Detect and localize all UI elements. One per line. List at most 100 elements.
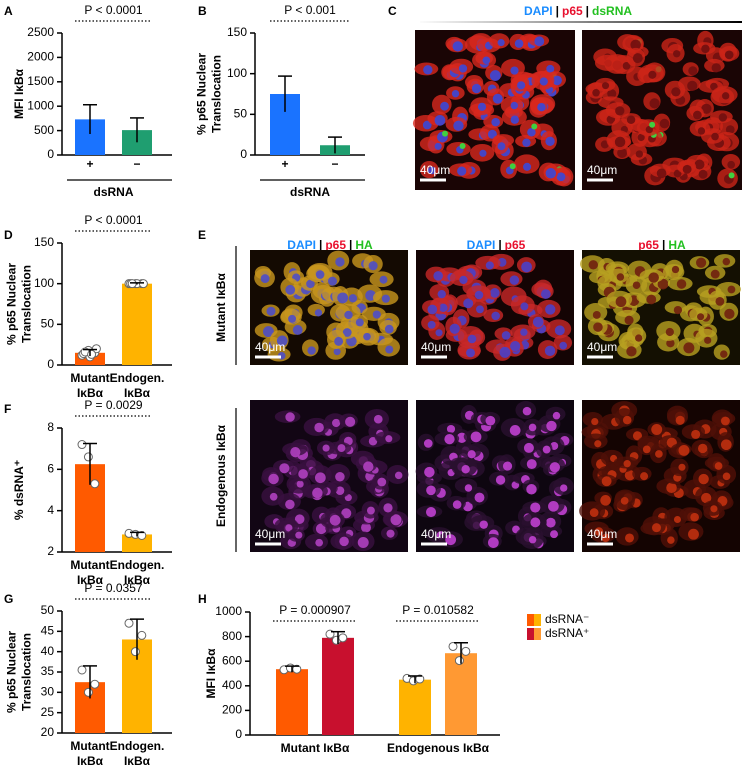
nucleus <box>560 484 568 492</box>
nucleus <box>722 472 731 481</box>
nucleus <box>366 506 375 515</box>
nucleus <box>322 444 330 452</box>
nucleus <box>517 81 526 90</box>
nucleus <box>544 345 556 357</box>
panel-label: H <box>198 592 207 606</box>
nucleus <box>509 275 520 285</box>
nucleus <box>368 437 378 446</box>
nucleus <box>632 281 641 289</box>
nucleus <box>327 276 338 286</box>
nucleus <box>451 89 460 98</box>
y-tick-label: 20 <box>41 725 55 739</box>
nucleus <box>718 113 728 122</box>
nucleus <box>285 524 293 532</box>
y-tick-label: 50 <box>41 317 55 331</box>
column-header: DAPI | p65 <box>467 238 526 252</box>
header-part: dsRNA <box>592 4 632 18</box>
data-point <box>90 679 100 689</box>
legend-swatch <box>527 614 534 626</box>
header-part: p65 <box>325 238 346 252</box>
nucleus <box>467 334 477 344</box>
nucleus <box>345 416 356 427</box>
nucleus <box>422 120 432 130</box>
nucleus <box>467 450 476 459</box>
nucleus <box>593 322 603 332</box>
nucleus <box>698 443 708 454</box>
nucleus <box>466 348 475 358</box>
nucleus <box>434 114 446 126</box>
header-part: | <box>662 238 665 252</box>
nucleus <box>285 412 295 422</box>
bar <box>122 283 152 365</box>
nucleus <box>363 461 374 472</box>
y-tick-label: 500 <box>34 123 54 137</box>
nucleus <box>437 289 446 299</box>
row-label: Endogenous IκBα <box>214 424 228 527</box>
data-point <box>454 656 464 666</box>
bar <box>322 637 354 735</box>
nucleus <box>314 422 324 433</box>
y-axis-label: % dsRNA⁺ <box>12 460 26 520</box>
nucleus <box>645 125 654 134</box>
panel-label: F <box>4 402 11 416</box>
nucleus <box>390 514 402 526</box>
nucleus <box>666 339 675 348</box>
data-point <box>83 687 93 697</box>
nucleus <box>725 125 735 134</box>
nucleus <box>461 465 470 474</box>
data-point <box>130 647 140 657</box>
y-tick-label: 0 <box>235 727 242 741</box>
nucleus <box>657 278 669 290</box>
nucleus <box>710 505 718 513</box>
nucleus <box>545 517 556 528</box>
x-tick-label: + <box>281 157 288 171</box>
data-point <box>138 279 148 289</box>
nucleus <box>545 168 557 179</box>
nucleus <box>453 120 464 131</box>
nucleus <box>556 172 566 182</box>
y-tick-label: 30 <box>41 685 55 699</box>
nucleus <box>425 507 437 518</box>
nucleus <box>694 159 705 170</box>
p-value: P = 0.010582 <box>402 603 474 617</box>
nucleus <box>501 331 511 340</box>
scale-bar-label: 40μm <box>587 163 617 177</box>
nucleus <box>591 417 599 426</box>
nucleus <box>632 431 643 441</box>
nucleus <box>607 89 617 99</box>
nucleus <box>423 439 433 448</box>
y-tick-label: 2500 <box>27 25 54 39</box>
nucleus <box>344 310 353 320</box>
nucleus <box>434 142 442 150</box>
nucleus <box>602 82 610 90</box>
nucleus <box>625 533 635 543</box>
nucleus <box>452 41 463 52</box>
nucleus <box>357 537 369 548</box>
nucleus <box>312 487 323 499</box>
nucleus <box>711 63 721 73</box>
nucleus <box>379 275 388 284</box>
nucleus <box>294 514 305 524</box>
nucleus <box>314 472 326 484</box>
nucleus <box>727 160 736 169</box>
nucleus <box>520 302 529 311</box>
data-point <box>338 633 348 643</box>
nucleus <box>655 450 663 458</box>
nucleus <box>617 147 628 158</box>
nucleus <box>423 65 433 75</box>
nucleus <box>640 472 649 481</box>
nucleus <box>675 415 685 425</box>
scale-bar-label: 40μm <box>420 163 450 177</box>
data-point <box>87 349 97 359</box>
nucleus <box>440 101 449 111</box>
nucleus <box>445 534 457 546</box>
row-label: Mutant IκBα <box>214 273 228 342</box>
nucleus <box>514 39 524 48</box>
nucleus <box>528 535 537 544</box>
nucleus <box>528 423 537 432</box>
nucleus <box>499 346 511 358</box>
nucleus <box>426 485 436 496</box>
nucleus <box>474 492 485 503</box>
nucleus <box>296 480 304 488</box>
